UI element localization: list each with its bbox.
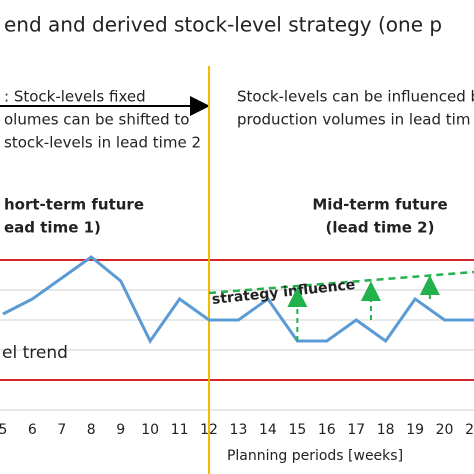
x-tick-label: 21 — [465, 422, 474, 438]
x-axis-label: Planning periods [weeks] — [227, 448, 403, 464]
x-tick-label: 17 — [347, 422, 365, 438]
x-tick-label: 5 — [0, 422, 7, 438]
trend-line — [2, 255, 474, 344]
annotation: ead time 1) — [4, 219, 101, 237]
x-tick-label: 7 — [57, 422, 66, 438]
annotation: production volumes in lead tim — [237, 111, 470, 129]
series-label: el trend — [2, 343, 68, 363]
annotation: hort-term future — [4, 196, 144, 214]
x-tick-label: 15 — [288, 422, 306, 438]
annotation: Mid-term future — [312, 196, 447, 214]
x-tick-label: 10 — [141, 422, 159, 438]
annotation: olumes can be shifted to — [4, 111, 189, 129]
x-tick-label: 13 — [230, 422, 248, 438]
x-tick-label: 20 — [436, 422, 454, 438]
annotation: Stock-levels can be influenced b — [237, 88, 474, 106]
x-tick-label: 6 — [28, 422, 37, 438]
x-tick-label: 11 — [171, 422, 189, 438]
annotation: stock-levels in lead time 2 — [4, 134, 201, 152]
x-tick-label: 19 — [406, 422, 424, 438]
x-tick-label: 12 — [200, 422, 218, 438]
x-tick-label: 8 — [87, 422, 96, 438]
x-tick-label: 9 — [116, 422, 125, 438]
chart-title: end and derived stock-level strategy (on… — [4, 13, 442, 37]
x-tick-label: 16 — [318, 422, 336, 438]
x-tick-label: 14 — [259, 422, 277, 438]
annotation: : Stock-levels fixed — [4, 88, 146, 106]
annotation: (lead time 2) — [326, 219, 435, 237]
x-tick-label: 18 — [377, 422, 395, 438]
